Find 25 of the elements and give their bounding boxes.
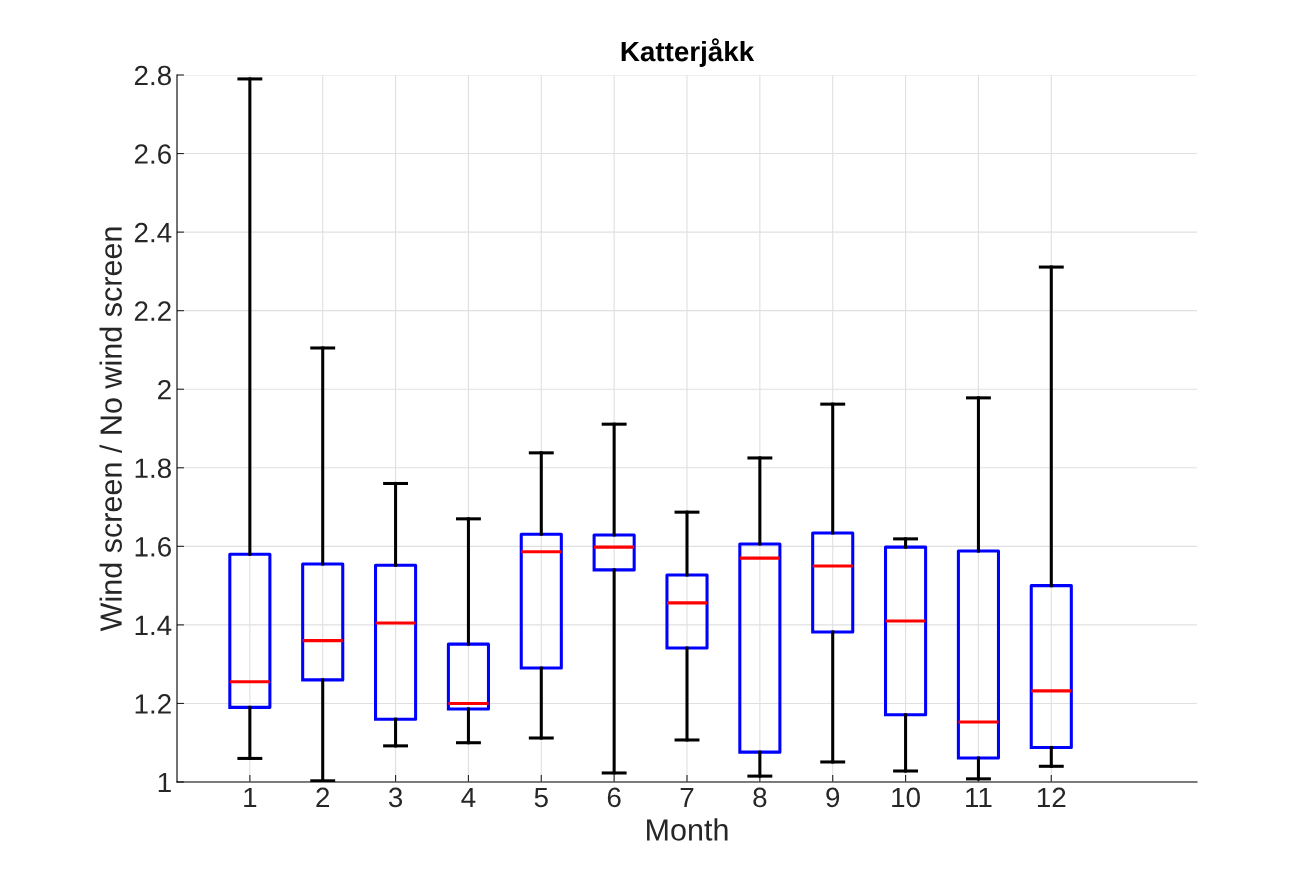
y-tick-label: 2.6	[134, 144, 171, 164]
y-axis-title: Wind screen / No wind screen	[99, 227, 122, 632]
chart-title: Katterjåkk	[621, 38, 755, 67]
x-tick-label: 9	[826, 787, 840, 808]
x-tick-label: 10	[892, 787, 920, 808]
x-tick-label: 1	[244, 787, 257, 807]
x-tick-label: 6	[607, 787, 621, 808]
x-tick-label: 3	[388, 787, 403, 808]
x-tick-label: 7	[680, 787, 694, 807]
y-tick-label: 2	[158, 379, 171, 400]
x-tick-label: 12	[1037, 787, 1066, 807]
y-tick-label: 2.2	[134, 301, 171, 321]
x-tick-label: 11	[966, 787, 992, 807]
y-tick-label: 1.4	[135, 615, 172, 635]
x-tick-label: 5	[534, 787, 548, 808]
y-tick-label: 1.2	[135, 694, 171, 714]
y-tick-label: 1.8	[135, 458, 171, 479]
y-tick-label: 2.8	[134, 65, 171, 86]
x-tick-label: 4	[461, 787, 476, 807]
x-tick-label: 8	[753, 787, 767, 808]
y-tick-label: 2.4	[134, 222, 172, 243]
y-tick-label: 1	[158, 772, 171, 793]
x-axis-title: Month	[647, 818, 728, 841]
x-tick-label: 2	[316, 787, 330, 807]
y-tick-label: 1.6	[135, 537, 171, 557]
